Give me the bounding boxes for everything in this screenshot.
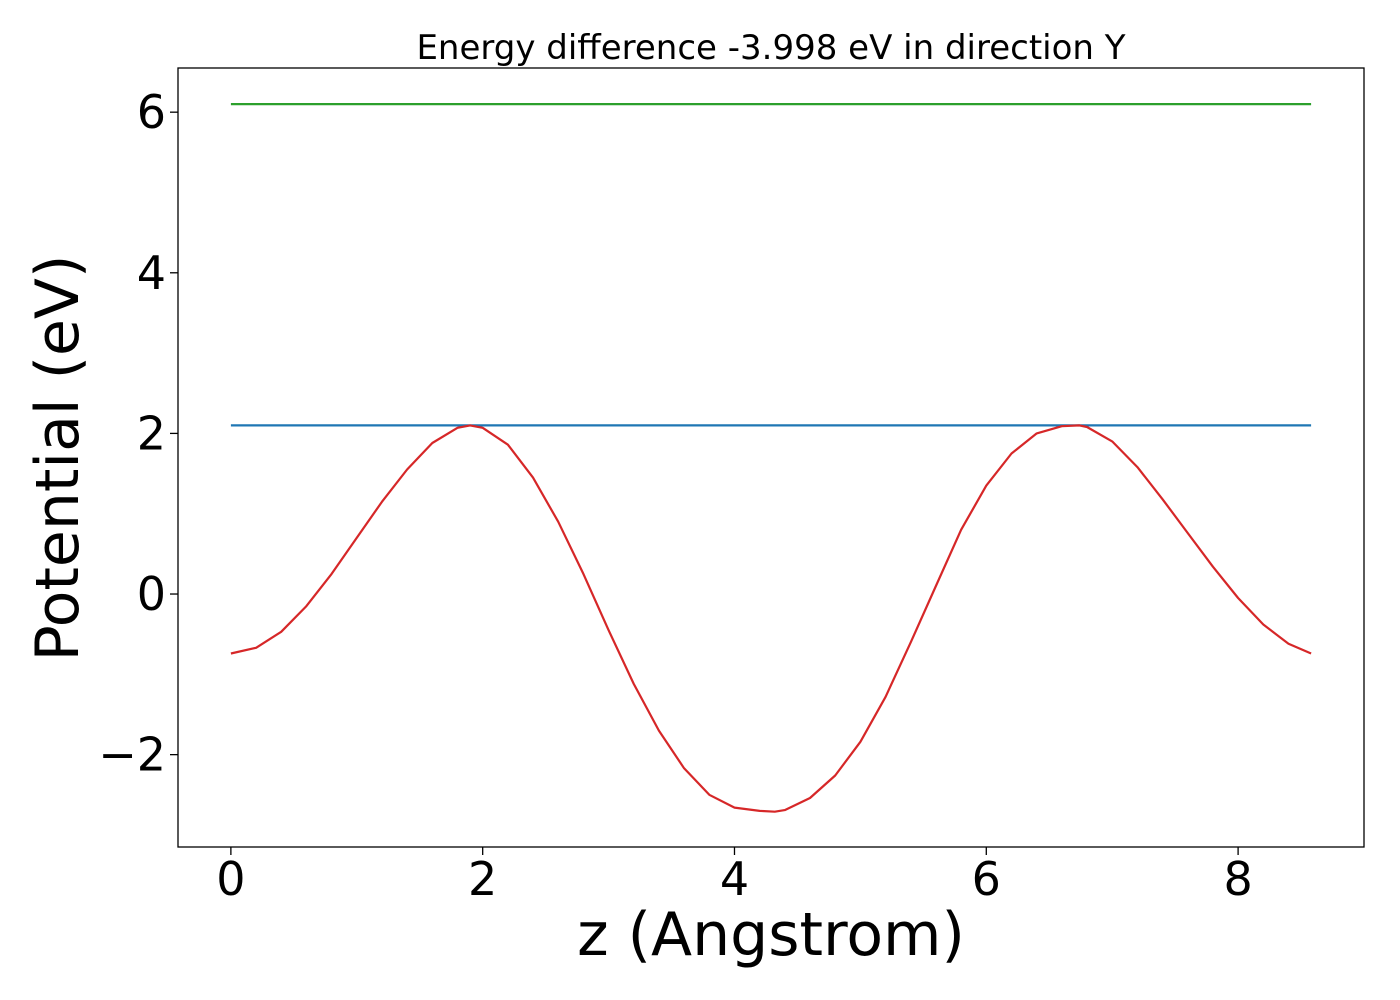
y-tick-label: 0 [137, 567, 166, 621]
chart-title: Energy difference -3.998 eV in direction… [416, 28, 1125, 68]
y-axis-label: Potential (eV) [23, 255, 93, 662]
x-tick-label: 8 [1223, 852, 1252, 906]
y-tick-label: 4 [137, 246, 166, 300]
x-axis-label: z (Angstrom) [577, 900, 965, 970]
y-axis: −2 0 2 4 6 [98, 85, 178, 782]
x-tick-label: 6 [972, 852, 1001, 906]
x-axis: 0 2 4 6 8 [216, 847, 1253, 906]
x-tick-label: 2 [468, 852, 497, 906]
x-tick-label: 0 [216, 852, 245, 906]
y-tick-label: −2 [98, 728, 166, 782]
plot-frame [177, 67, 1365, 848]
y-tick-label: 2 [137, 406, 166, 460]
series-layer [230, 102, 1312, 813]
y-tick-label: 6 [137, 85, 166, 139]
x-tick-label: 4 [720, 852, 749, 906]
series-line-2 [230, 424, 1312, 813]
